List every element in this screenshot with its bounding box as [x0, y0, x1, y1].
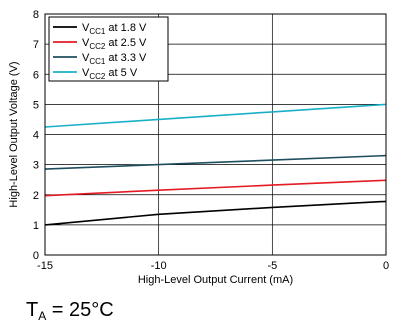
chart: 0 1 2 3 4 5 6 7 8 -15 -10 -5 0 High-Level Output Cur…	[8, 9, 389, 286]
tick-labels: 0 1 2 3 4 5 6 7 8 -15 -10 -5 0	[33, 9, 389, 272]
y-tick-label: 7	[33, 39, 39, 51]
caption-main: T	[26, 299, 39, 321]
caption-subscript: A	[38, 309, 47, 323]
legend-label-0: VCC1 at 1.8 V	[82, 22, 147, 36]
y-tick-label: 6	[33, 69, 39, 81]
y-tick-label: 1	[33, 220, 39, 232]
y-tick-label: 0	[33, 250, 39, 262]
series-lines	[44, 103, 387, 226]
series-line-1	[44, 179, 387, 197]
y-tick-label: 4	[33, 130, 39, 142]
x-tick-label: 0	[383, 260, 389, 272]
caption-rest: = 25°C	[46, 299, 114, 321]
y-tick-label: 3	[33, 160, 39, 172]
temperature-caption: TA = 25°C	[26, 299, 114, 323]
series-line-3	[44, 103, 387, 128]
x-axis-label: High-Level Output Current (mA)	[138, 274, 293, 286]
x-tick-label: -5	[267, 260, 277, 272]
y-tick-label: 8	[33, 9, 39, 21]
series-line-0	[44, 200, 387, 226]
series-line-2	[44, 154, 387, 170]
y-axis-label: High-Level Output Voltage (V)	[8, 61, 20, 207]
y-tick-label: 5	[33, 99, 39, 111]
legend-label-2: VCC1 at 3.3 V	[82, 52, 147, 66]
x-tick-label: -10	[151, 260, 167, 272]
y-tick-label: 2	[33, 190, 39, 202]
legend-label-1: VCC2 at 2.5 V	[82, 37, 147, 51]
plot-frame	[44, 13, 387, 256]
legend-label-3: VCC2 at 5 V	[82, 67, 138, 81]
x-tick-label: -15	[37, 260, 53, 272]
